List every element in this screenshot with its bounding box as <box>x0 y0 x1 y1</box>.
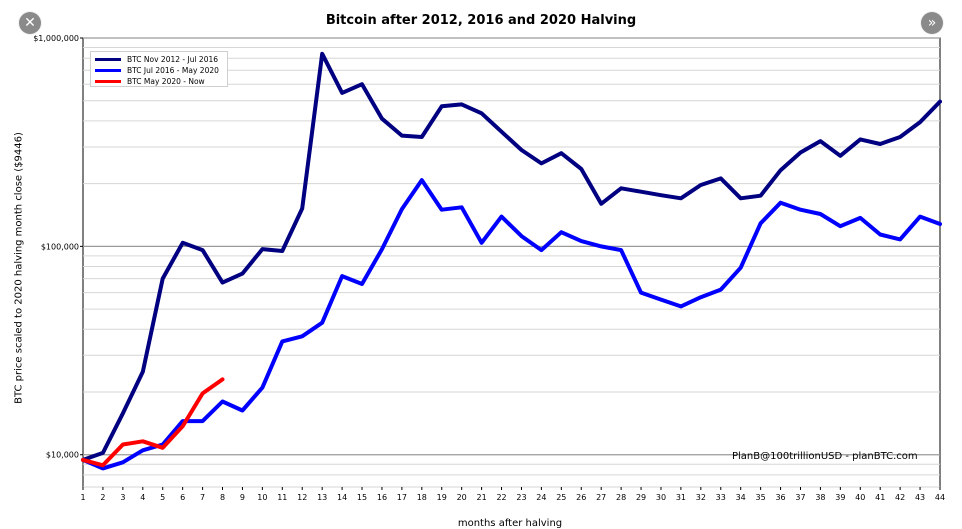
legend-label: BTC Nov 2012 - Jul 2016 <box>127 55 219 64</box>
chart-title: Bitcoin after 2012, 2016 and 2020 Halvin… <box>325 13 637 28</box>
x-tick-label: 25 <box>556 493 566 502</box>
x-tick-label: 27 <box>596 493 606 502</box>
x-tick-label: 40 <box>855 493 865 502</box>
x-tick-label: 32 <box>696 493 706 502</box>
x-tick-label: 3 <box>120 493 125 502</box>
x-tick-label: 6 <box>180 493 185 502</box>
x-tick-label: 11 <box>277 493 287 502</box>
x-tick-label: 43 <box>915 493 925 502</box>
close-button[interactable]: ✕ <box>19 12 41 34</box>
legend-item: BTC May 2020 - Now <box>95 76 223 87</box>
x-tick-label: 23 <box>516 493 526 502</box>
x-tick-label: 38 <box>815 493 825 502</box>
x-tick-label: 9 <box>240 493 245 502</box>
legend-item: BTC Nov 2012 - Jul 2016 <box>95 54 223 65</box>
legend-label: BTC Jul 2016 - May 2020 <box>127 66 219 75</box>
x-tick-label: 35 <box>756 493 766 502</box>
x-tick-label: 31 <box>676 493 686 502</box>
x-tick-label: 24 <box>536 493 546 502</box>
x-axis-label: months after halving <box>457 518 563 529</box>
x-tick-label: 28 <box>616 493 626 502</box>
series-line <box>81 51 942 462</box>
x-tick-label: 21 <box>477 493 487 502</box>
x-tick-label: 4 <box>140 493 145 502</box>
credit-text: PlanB@100trillionUSD - planBTC.com <box>732 451 918 462</box>
x-tick-label: 30 <box>656 493 666 502</box>
y-axis-label: BTC price scaled to 2020 halving month c… <box>13 132 25 404</box>
x-tick-label: 7 <box>200 493 205 502</box>
x-tick-label: 29 <box>636 493 646 502</box>
x-tick-label: 42 <box>895 493 905 502</box>
close-icon: ✕ <box>24 15 36 31</box>
y-tick-label: $100,000 <box>41 242 79 251</box>
x-tick-label: 2 <box>100 493 105 502</box>
legend-swatch <box>95 58 121 61</box>
x-tick-label: 39 <box>835 493 845 502</box>
plot-area <box>82 37 941 488</box>
y-tick-label: $10,000 <box>46 451 79 460</box>
x-tick-label: 41 <box>875 493 885 502</box>
legend-swatch <box>95 80 121 83</box>
x-tick-label: 8 <box>220 493 225 502</box>
chevron-double-right-icon: » <box>927 15 937 31</box>
x-tick-label: 5 <box>160 493 165 502</box>
x-tick-label: 44 <box>935 493 945 502</box>
series-line <box>81 178 942 471</box>
x-tick-label: 14 <box>337 493 347 502</box>
series-line <box>81 377 225 468</box>
x-tick-label: 16 <box>377 493 387 502</box>
x-tick-label: 17 <box>397 493 407 502</box>
legend: BTC Nov 2012 - Jul 2016 BTC Jul 2016 - M… <box>90 51 228 87</box>
x-tick-label: 1 <box>80 493 85 502</box>
x-tick-label: 10 <box>257 493 267 502</box>
grid-layer <box>83 37 940 488</box>
y-tick-label: $1,000,000 <box>33 34 79 43</box>
x-tick-label: 18 <box>417 493 427 502</box>
x-tick-label: 20 <box>457 493 467 502</box>
x-tick-label: 15 <box>357 493 367 502</box>
x-tick-label: 13 <box>317 493 327 502</box>
x-tick-label: 19 <box>437 493 447 502</box>
x-tick-label: 22 <box>496 493 506 502</box>
x-tick-label: 33 <box>716 493 726 502</box>
x-tick-label: 36 <box>775 493 785 502</box>
x-tick-label: 34 <box>736 493 746 502</box>
legend-item: BTC Jul 2016 - May 2020 <box>95 65 223 76</box>
x-tick-label: 12 <box>297 493 307 502</box>
legend-label: BTC May 2020 - Now <box>127 77 205 86</box>
series-layer <box>81 51 942 471</box>
legend-swatch <box>95 69 121 72</box>
x-tick-label: 37 <box>795 493 805 502</box>
x-tick-label: 26 <box>576 493 586 502</box>
next-button[interactable]: » <box>921 12 943 34</box>
